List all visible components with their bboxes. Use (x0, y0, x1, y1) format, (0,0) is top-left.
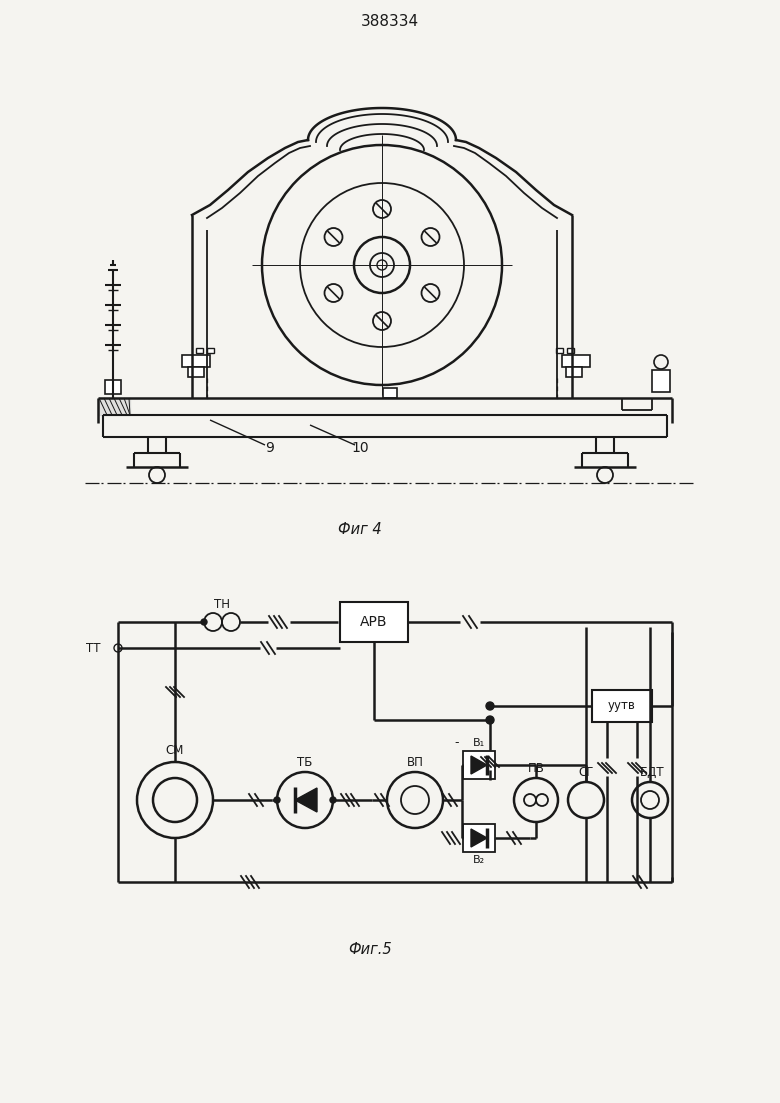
Polygon shape (98, 398, 130, 415)
Text: -: - (455, 737, 459, 750)
Circle shape (486, 702, 494, 710)
Bar (556, 349, 563, 353)
Text: B₁: B₁ (473, 738, 485, 748)
Text: ВП: ВП (406, 756, 424, 769)
Text: СГ: СГ (578, 765, 594, 779)
Bar (652, 370, 670, 392)
Bar (105, 381, 121, 394)
Polygon shape (471, 756, 487, 774)
Text: 388334: 388334 (361, 14, 419, 30)
Text: уутв: уутв (608, 699, 636, 713)
Polygon shape (295, 788, 317, 812)
Bar (463, 824, 495, 852)
Text: СМ: СМ (166, 743, 184, 757)
Bar (592, 690, 652, 722)
Text: ТТ: ТТ (86, 642, 100, 654)
Text: ТБ: ТБ (297, 756, 313, 769)
Text: 10: 10 (351, 441, 369, 456)
Bar (188, 367, 204, 377)
Bar (182, 355, 210, 367)
Text: B₂: B₂ (473, 855, 485, 865)
Circle shape (201, 619, 207, 625)
Bar (566, 367, 582, 377)
Bar (562, 355, 590, 367)
Text: ТН: ТН (214, 598, 230, 610)
Text: Фиг.5: Фиг.5 (348, 942, 392, 957)
Circle shape (486, 716, 494, 724)
Polygon shape (471, 829, 487, 847)
Text: Фиг 4: Фиг 4 (339, 523, 382, 537)
Text: БДТ: БДТ (640, 765, 665, 779)
Text: 9: 9 (265, 441, 275, 456)
Circle shape (330, 797, 336, 803)
Text: АРВ: АРВ (360, 615, 388, 629)
Bar (196, 349, 203, 353)
Text: ПВ: ПВ (527, 761, 544, 774)
Circle shape (274, 797, 280, 803)
Bar (383, 388, 397, 398)
Bar (463, 751, 495, 779)
Bar (207, 349, 214, 353)
Bar (340, 602, 408, 642)
Bar (567, 349, 574, 353)
